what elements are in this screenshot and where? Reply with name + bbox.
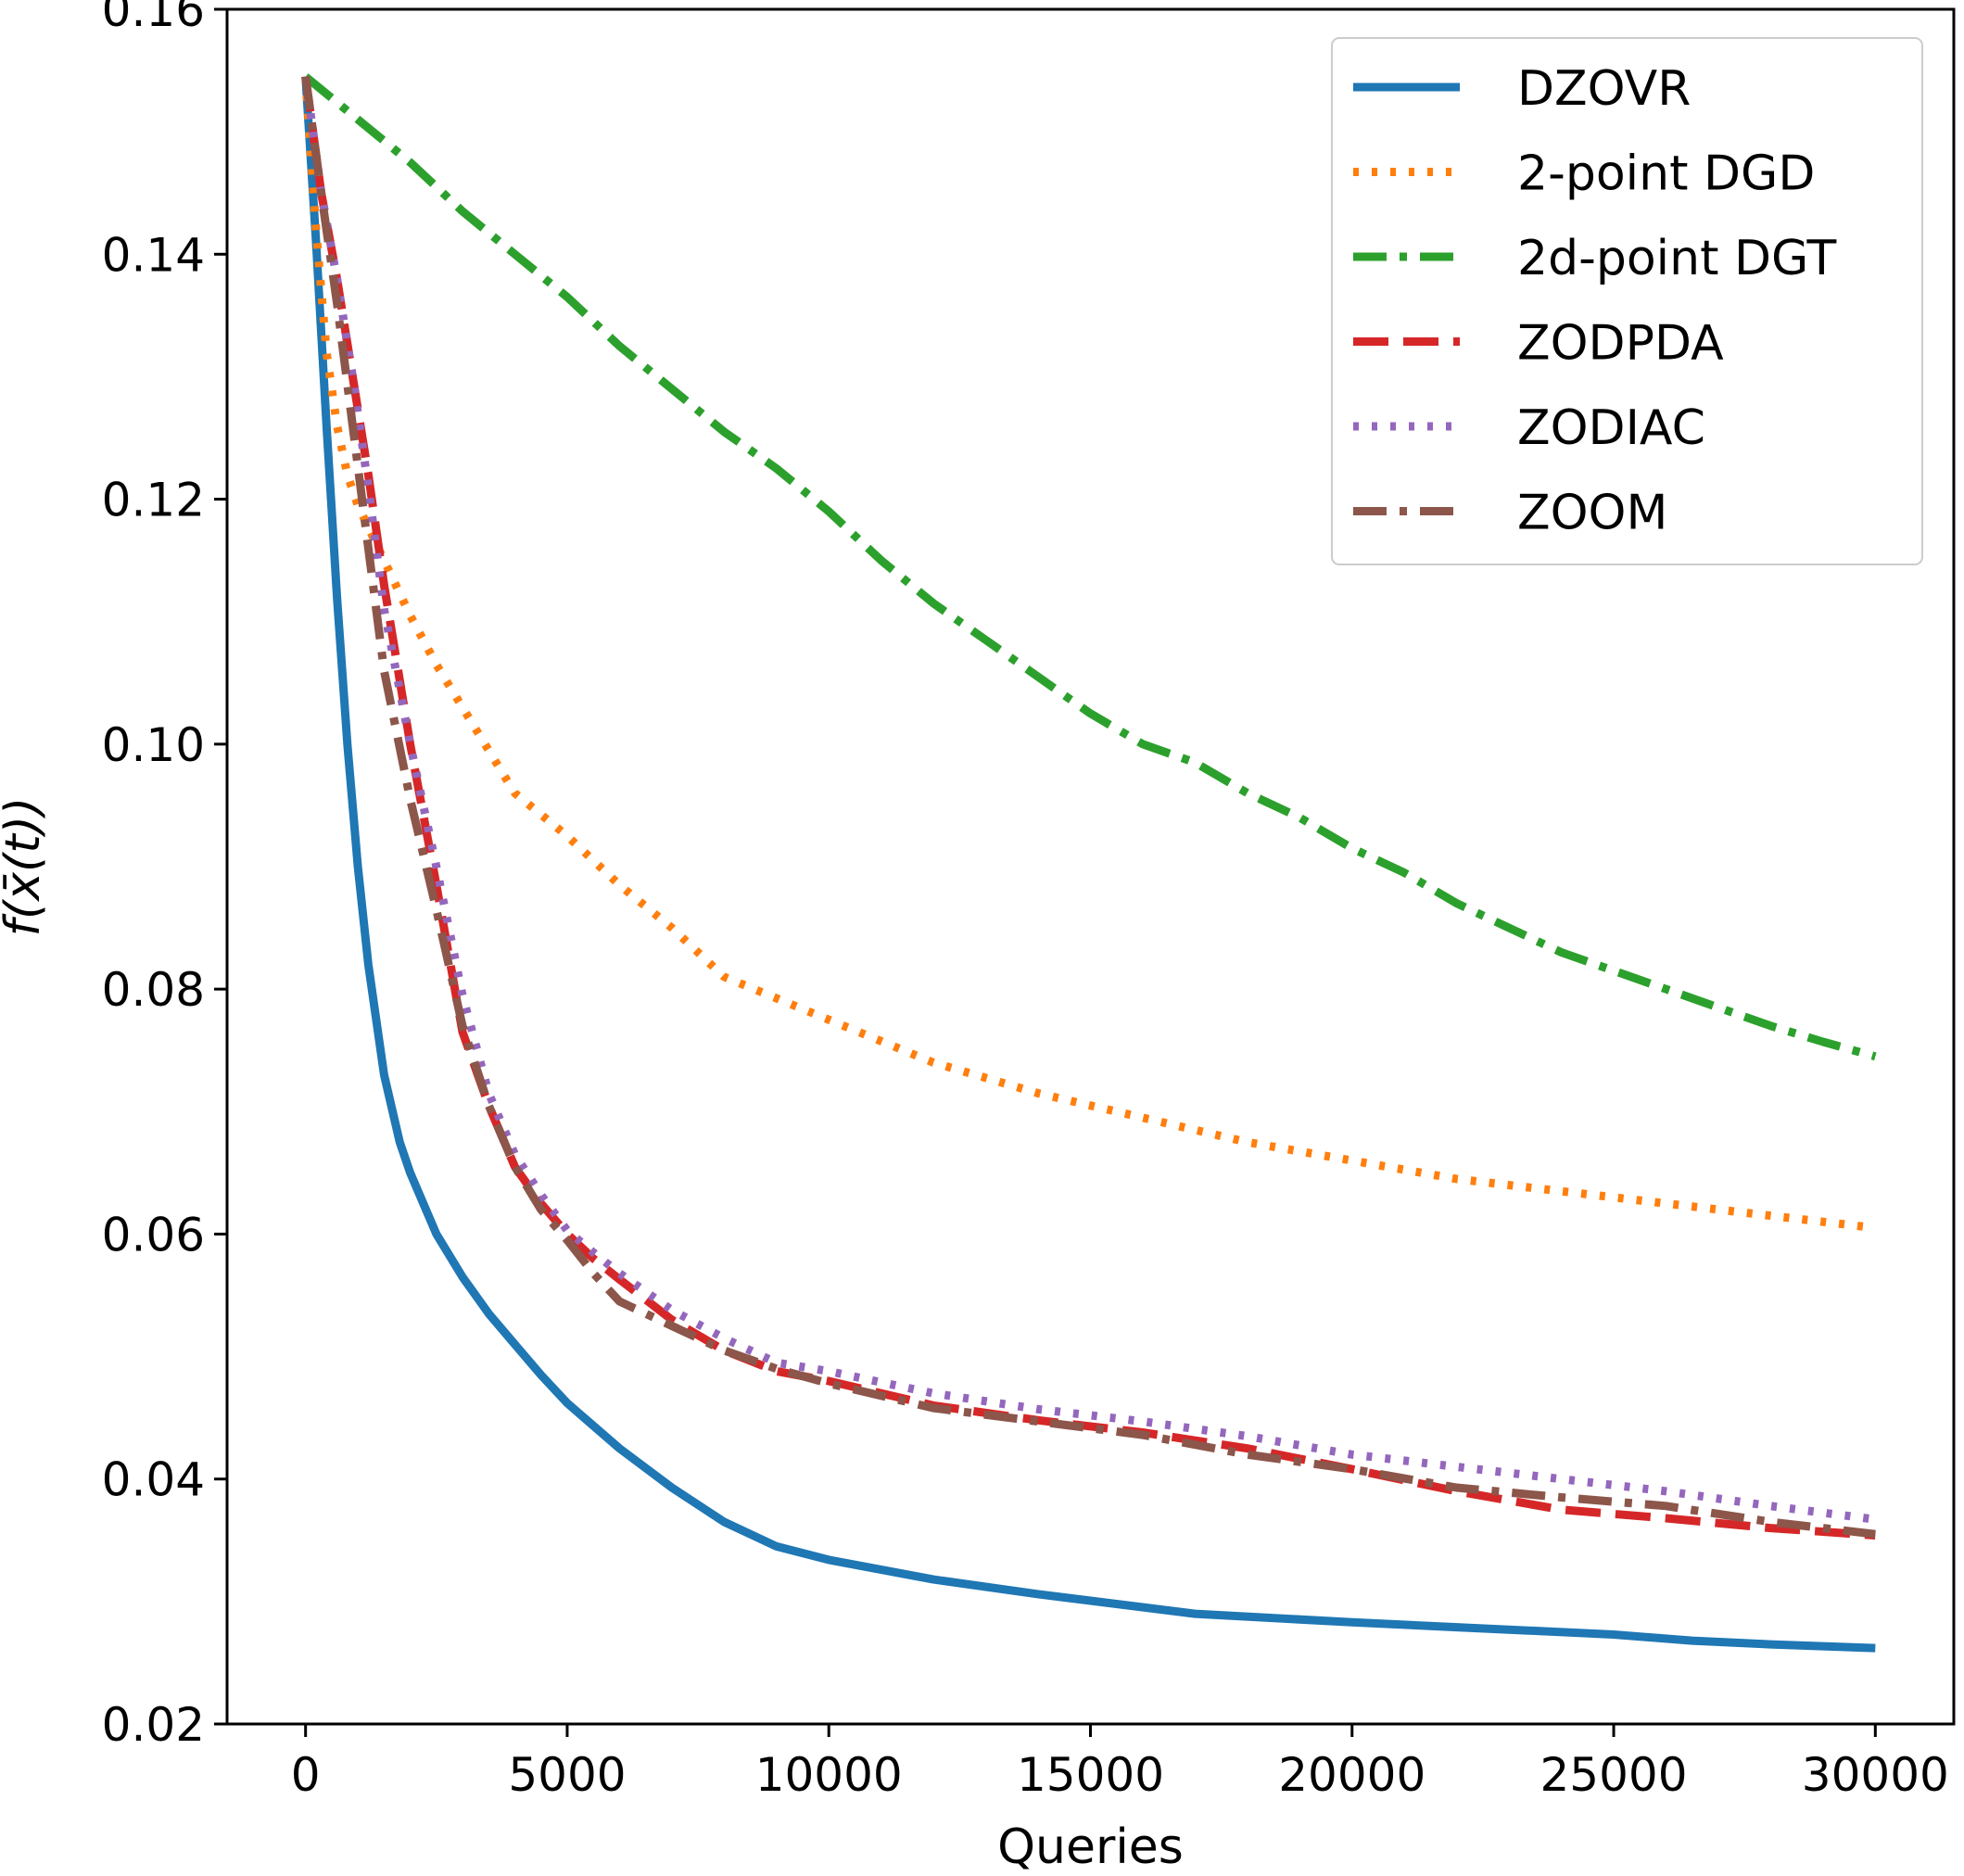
legend-label-dzovr: DZOVR [1517, 61, 1691, 117]
y-tick-label: 0.10 [102, 718, 205, 772]
series-line-zodiac [301, 76, 1876, 1524]
y-tick-label: 0.08 [102, 963, 205, 1017]
series-layer [301, 73, 1877, 1653]
legend-label-zoom: ZOOM [1517, 486, 1667, 541]
x-axis-label: Queries [997, 1819, 1184, 1875]
x-axis-ticks: 0 5000 10000 15000 20000 25000 30000 [291, 1724, 1949, 1802]
legend-label-2-point-dgd: 2-point DGD [1517, 146, 1815, 202]
y-tick-label: 0.02 [102, 1698, 205, 1752]
y-tick-label: 0.16 [102, 0, 205, 37]
legend-box [1331, 37, 1923, 565]
series-line-2d-point-dgt [302, 73, 1877, 1061]
x-tick-label: 25000 [1540, 1748, 1688, 1802]
series-line-dzovr [301, 76, 1876, 1653]
x-tick-label: 5000 [508, 1748, 626, 1802]
x-tick-label: 10000 [755, 1748, 903, 1802]
series-line-2-point-dgd [301, 76, 1876, 1233]
legend-label-2d-point-dgt: 2d-point DGT [1517, 231, 1836, 286]
legend-label-zodpda: ZODPDA [1517, 316, 1724, 372]
x-tick-label: 20000 [1278, 1748, 1425, 1802]
x-tick-label: 15000 [1017, 1748, 1164, 1802]
legend-label-zodiac: ZODIAC [1517, 400, 1705, 456]
y-tick-label: 0.04 [102, 1453, 205, 1507]
y-tick-label: 0.14 [102, 228, 205, 282]
y-axis-label: f(x̄(t)) [0, 797, 51, 937]
y-tick-label: 0.06 [102, 1208, 205, 1261]
y-axis-ticks: 0.02 0.04 0.06 0.08 0.10 0.12 0.14 0.16 [102, 0, 227, 1752]
x-tick-label: 30000 [1802, 1748, 1949, 1802]
x-tick-label: 0 [291, 1748, 321, 1802]
series-line-zoom [301, 76, 1876, 1539]
y-tick-label: 0.12 [102, 474, 205, 527]
legend: DZOVR 2-point DGD 2d-point DGT ZODPDA ZODIAC… [1331, 37, 1923, 565]
